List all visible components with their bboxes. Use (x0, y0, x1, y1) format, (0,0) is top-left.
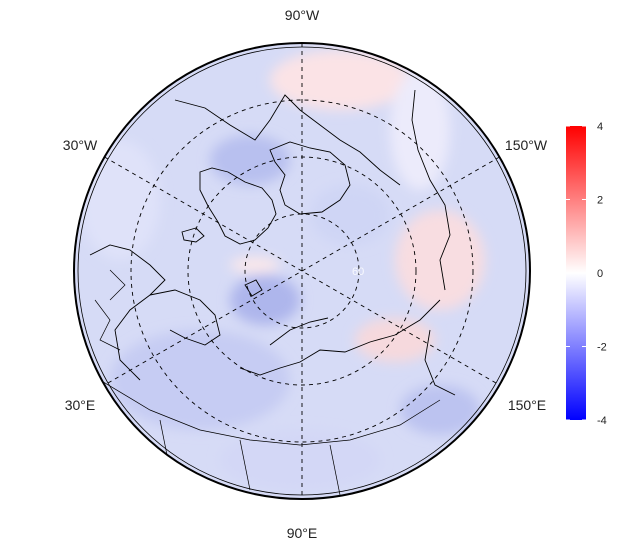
colorbar-ticks: 4 2 0 -2 -4 (566, 121, 607, 427)
kamchatka-coast (424, 329, 456, 396)
lon-label-30e: 30°E (65, 397, 96, 413)
novaya-zemlya-coast (269, 317, 329, 346)
colorbar-gradient (566, 126, 586, 420)
canadian-archipelago (269, 141, 351, 215)
asia-borders (99, 379, 441, 496)
greenland-coast (199, 167, 277, 245)
coastlines (89, 89, 456, 496)
colorbar-tick-label: -4 (597, 415, 607, 427)
siberia-coast (239, 299, 441, 376)
scandinavia-coast (149, 289, 221, 346)
colorbar-tick-label: 4 (597, 121, 603, 133)
north-america-coast (174, 94, 401, 186)
svalbard-coast (244, 279, 263, 297)
lon-label-30w: 30°W (63, 137, 98, 153)
lon-label-90e: 90°E (287, 525, 318, 541)
europe-borders (94, 269, 126, 351)
lon-label-150w: 150°W (505, 137, 548, 153)
lon-label-90w: 90°W (285, 7, 320, 23)
graticule (74, 43, 530, 499)
iceland-coast (181, 227, 205, 243)
map-border (73, 42, 531, 500)
colorbar-tick-label: -2 (597, 342, 607, 354)
map-inner-border (77, 46, 527, 496)
alaska-coast (411, 89, 451, 291)
colorbar-tick-label: 0 (597, 268, 603, 280)
europe-coast (89, 244, 166, 381)
colorbar-tick-label: 2 (597, 195, 603, 207)
latitude-label-60: 60 (352, 266, 364, 278)
colorbar: 4 2 0 -2 -4 (566, 121, 607, 427)
lon-label-150e: 150°E (508, 397, 546, 413)
